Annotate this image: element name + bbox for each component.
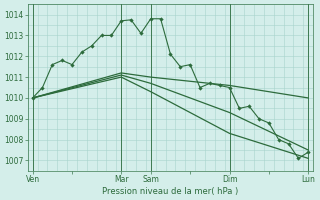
X-axis label: Pression niveau de la mer( hPa ): Pression niveau de la mer( hPa ) bbox=[102, 187, 239, 196]
